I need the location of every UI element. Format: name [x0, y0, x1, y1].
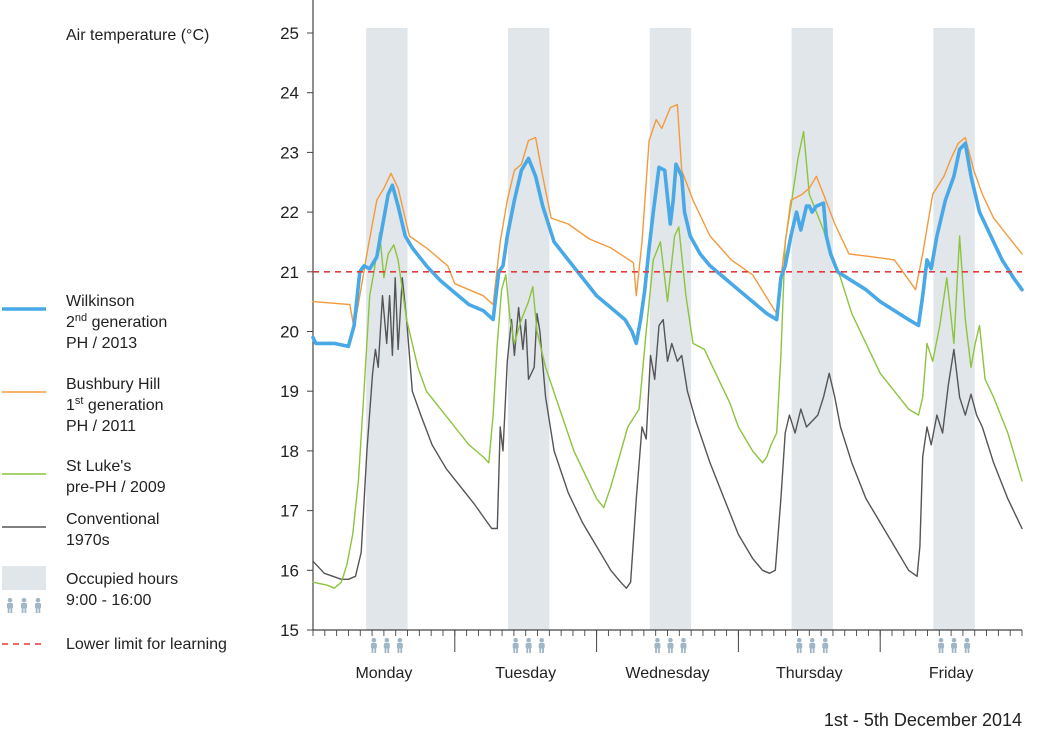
legend-label: 1970s	[66, 532, 110, 549]
chart-labels: Air temperature (°C) 1st - 5th December …	[66, 27, 1022, 730]
y-tick-label: 20	[280, 323, 299, 342]
legend-item-bushbury: Bushbury Hill 1st generation PH / 2011	[2, 376, 164, 435]
legend-item-conventional: Conventional 1970s	[2, 511, 159, 549]
y-axis-title: Air temperature (°C)	[66, 27, 209, 44]
person-icon	[951, 637, 958, 653]
legend-item-occupied: Occupied hours 9:00 - 16:00	[2, 566, 178, 613]
y-tick-label: 19	[280, 382, 299, 401]
occupancy-people-icons	[370, 637, 971, 653]
person-icon	[525, 637, 532, 653]
occupied-band-monday	[366, 28, 408, 630]
y-tick-label: 15	[280, 621, 299, 640]
y-tick-label: 22	[280, 203, 299, 222]
person-icon	[383, 637, 390, 653]
person-icon	[938, 637, 945, 653]
legend-swatch-occupied	[2, 566, 46, 590]
person-icon	[538, 637, 545, 653]
legend-label: Wilkinson	[66, 293, 134, 310]
series-line-wilkinson	[311, 141, 1024, 349]
day-label-thursday: Thursday	[776, 665, 843, 682]
person-icon	[35, 597, 41, 613]
person-icon	[822, 637, 829, 653]
occupied-band-tuesday	[507, 28, 550, 630]
series-lines	[311, 103, 1024, 589]
day-label-tuesday: Tuesday	[495, 665, 556, 682]
day-label-wednesday: Wednesday	[625, 665, 709, 682]
person-icon	[396, 637, 403, 653]
legend-item-wilkinson: Wilkinson 2nd generation PH / 2013	[2, 293, 167, 352]
axes: 15 16 17 18 19 20 21 22 23 24 25 Monday Tuesday Wedne…	[280, 0, 1023, 682]
y-tick-label: 17	[280, 502, 299, 521]
legend-label: 1st generation	[66, 395, 164, 414]
person-icon	[796, 637, 803, 653]
occupied-hours-bands	[366, 28, 975, 630]
legend-label: Bushbury Hill	[66, 376, 160, 393]
person-icon	[370, 637, 377, 653]
person-icon	[809, 637, 816, 653]
person-icon	[964, 637, 971, 653]
legend-label: St Luke's	[66, 458, 131, 475]
person-icon	[667, 637, 674, 653]
legend-label: 9:00 - 16:00	[66, 592, 152, 609]
date-range-label: 1st - 5th December 2014	[824, 710, 1022, 730]
y-tick-label: 16	[280, 561, 299, 580]
day-label-friday: Friday	[929, 665, 973, 682]
series-line-stlukes	[312, 130, 1023, 589]
day-label-monday: Monday	[355, 665, 412, 682]
series-line-bushbury	[312, 103, 1023, 330]
person-icon	[21, 597, 27, 613]
legend-label: pre-PH / 2009	[66, 479, 166, 496]
person-icon	[7, 597, 13, 613]
occupied-band-thursday	[791, 28, 833, 630]
y-tick-label: 24	[280, 84, 299, 103]
legend-item-limit: Lower limit for learning	[2, 636, 227, 653]
y-tick-label: 25	[280, 24, 299, 43]
y-tick-label: 23	[280, 143, 299, 162]
person-icon	[512, 637, 519, 653]
series-line-conventional	[312, 277, 1023, 589]
legend-label: Lower limit for learning	[66, 636, 227, 653]
person-icon	[680, 637, 687, 653]
person-icon	[654, 637, 661, 653]
legend-label: Occupied hours	[66, 571, 178, 588]
legend-label: PH / 2011	[66, 418, 136, 435]
legend-label: PH / 2013	[66, 335, 137, 352]
occupied-band-wednesday	[649, 28, 692, 630]
legend: Wilkinson 2nd generation PH / 2013 Bushbury…	[2, 293, 227, 653]
y-tick-label: 21	[280, 263, 299, 282]
legend-item-stlukes: St Luke's pre-PH / 2009	[2, 458, 166, 496]
legend-label: Conventional	[66, 511, 159, 528]
y-tick-label: 18	[280, 442, 299, 461]
legend-label: 2nd generation	[66, 312, 167, 331]
